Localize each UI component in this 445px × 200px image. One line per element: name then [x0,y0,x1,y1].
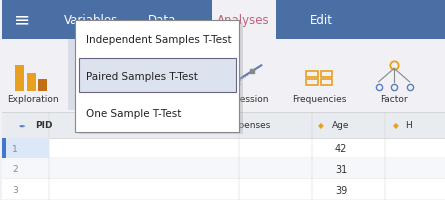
Text: Independent Samples T-Test: Independent Samples T-Test [86,35,232,44]
Bar [320,80,332,86]
Bar [2,40,445,112]
Bar [211,0,276,40]
Text: Age: Age [332,121,350,129]
Bar [75,21,239,132]
Bar [320,72,332,78]
Text: Factor: Factor [380,95,408,104]
Text: One Sample T-Test: One Sample T-Test [86,109,182,118]
Text: 1: 1 [12,144,18,153]
Text: Paired Samples T-Test: Paired Samples T-Test [86,72,198,81]
Text: xpenses: xpenses [234,121,271,129]
Bar [68,40,132,110]
Bar [79,59,236,93]
Bar [2,138,445,159]
Text: Edit: Edit [310,14,332,26]
Text: ≡: ≡ [14,11,30,29]
Bar [307,80,318,86]
Bar [2,138,6,159]
Text: Data: Data [148,14,176,26]
Text: 31: 31 [335,164,347,174]
Text: Regression: Regression [219,95,268,104]
Text: 2: 2 [12,165,18,173]
Text: ANOVA: ANOVA [157,95,189,104]
Bar [2,0,445,40]
Bar [2,138,49,159]
Bar [2,159,445,179]
Bar [38,80,47,92]
Text: 39: 39 [335,185,347,195]
Text: H: H [405,121,412,129]
Text: Exploration: Exploration [7,95,58,104]
Bar [2,112,445,200]
Bar [79,23,243,134]
Text: 3: 3 [12,185,18,194]
Bar [2,179,445,200]
Bar [2,112,445,138]
Text: ◆: ◆ [393,121,399,129]
Bar [27,74,36,92]
Text: Analyses: Analyses [217,14,270,26]
Bar [15,66,24,92]
Text: Variables: Variables [64,14,118,26]
Bar [307,72,318,78]
Text: Frequencies: Frequencies [291,95,346,104]
Text: 42: 42 [335,143,347,153]
Text: ✒: ✒ [19,121,26,129]
Text: T-Tests: T-Tests [85,95,114,104]
Text: ◆: ◆ [318,121,324,129]
Text: PID: PID [36,121,53,129]
